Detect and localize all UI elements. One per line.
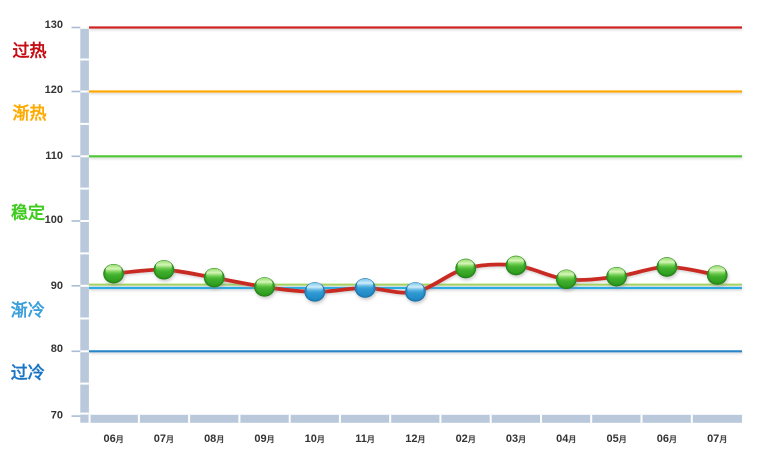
svg-text:04月: 04月 [556,433,576,445]
svg-text:09月: 09月 [254,433,274,445]
svg-text:过热: 过热 [13,41,47,61]
svg-text:过冷: 过冷 [11,363,45,383]
svg-text:130: 130 [45,19,63,31]
svg-text:06月: 06月 [103,433,123,445]
svg-text:10月: 10月 [305,433,325,445]
svg-text:07月: 07月 [707,433,727,445]
svg-text:12月: 12月 [405,433,425,445]
svg-text:05月: 05月 [606,433,626,445]
svg-text:80: 80 [51,343,63,355]
svg-text:03月: 03月 [506,433,526,445]
svg-text:06月: 06月 [657,433,677,445]
svg-text:11月: 11月 [355,433,375,445]
svg-text:稳定: 稳定 [11,203,45,223]
svg-text:08月: 08月 [204,433,224,445]
svg-text:70: 70 [51,410,63,422]
svg-text:渐热: 渐热 [13,103,47,123]
svg-text:07月: 07月 [154,433,174,445]
svg-text:02月: 02月 [456,433,476,445]
svg-text:100: 100 [45,214,63,226]
svg-text:110: 110 [45,150,63,162]
svg-text:120: 120 [45,84,63,96]
svg-text:渐冷: 渐冷 [11,300,45,320]
svg-text:90: 90 [51,280,63,292]
